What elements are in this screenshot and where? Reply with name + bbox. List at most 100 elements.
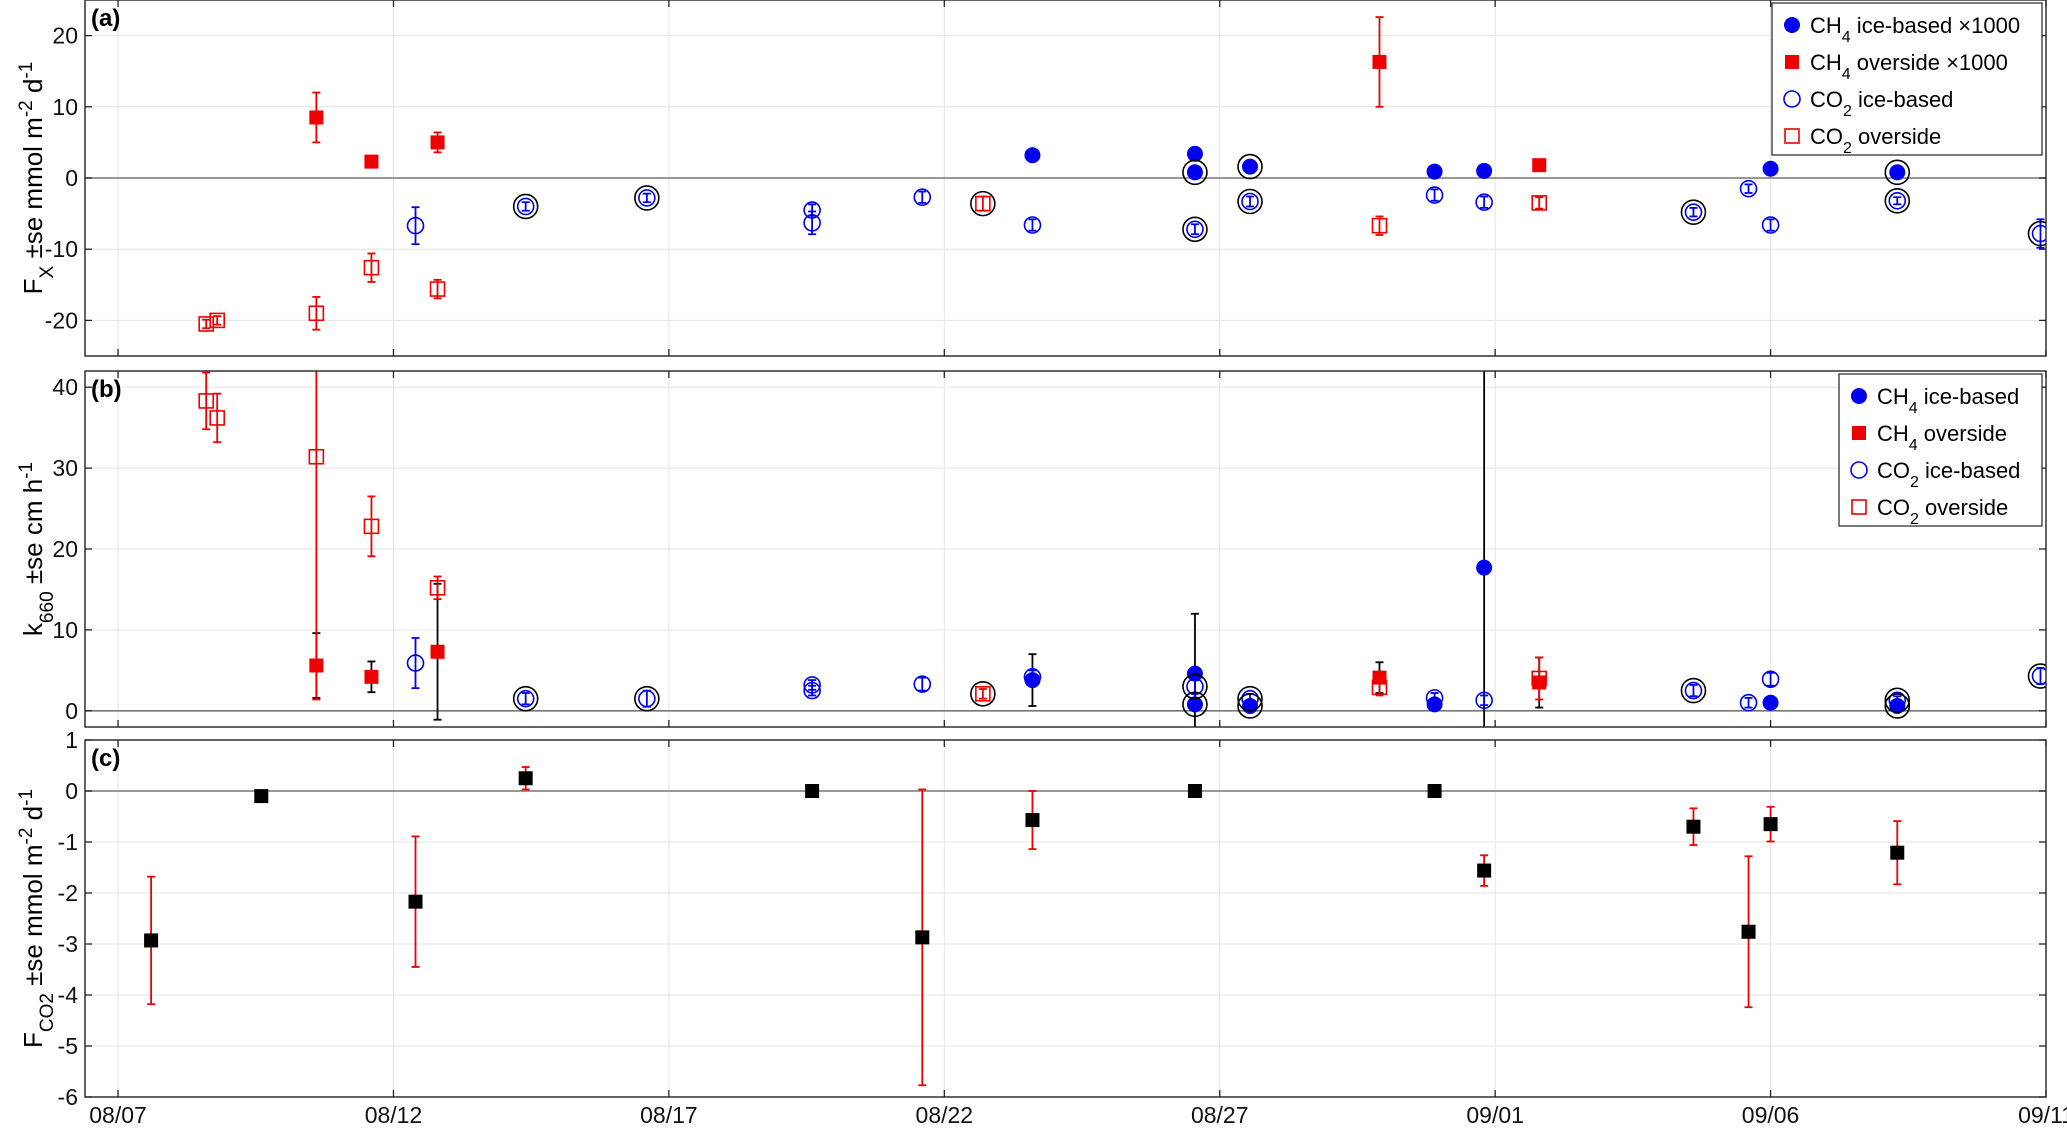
error-bar <box>2036 218 2045 249</box>
legend-marker <box>1783 90 1801 108</box>
highlight-ring <box>1237 693 1263 719</box>
data-point <box>1425 689 1444 707</box>
error-bar <box>1430 188 1439 202</box>
error-bar <box>521 201 530 212</box>
data-point <box>516 689 535 708</box>
data-point <box>309 110 324 125</box>
highlight-ring <box>1237 153 1263 180</box>
legend-label: CO2 ice-based <box>1877 458 2020 491</box>
data-point <box>1477 863 1492 878</box>
data-point <box>209 312 226 329</box>
data-point <box>1427 784 1442 798</box>
legend-item: CO2 ice-based <box>1783 87 1953 120</box>
data-point <box>1242 158 1259 175</box>
data-point <box>1890 845 1905 860</box>
legend-label: CH4 ice-based ×1000 <box>1810 13 2020 46</box>
legend-marker <box>1784 128 1800 144</box>
data-point <box>144 933 159 948</box>
data-point <box>364 669 379 684</box>
data-point <box>1476 162 1493 179</box>
highlight-ring <box>1237 685 1263 712</box>
data-point <box>803 214 821 232</box>
data-point <box>198 316 214 332</box>
data-point <box>2031 667 2046 685</box>
data-point <box>308 448 325 465</box>
legend-marker <box>1851 388 1867 404</box>
data-point <box>1187 784 1202 798</box>
legend-label: CH4 overside ×1000 <box>1810 50 2008 83</box>
error-bar <box>1893 695 1902 706</box>
y-tick-label: 30 <box>52 455 78 481</box>
y-tick-label: -3 <box>58 931 78 957</box>
highlight-ring <box>2027 220 2046 247</box>
data-point <box>1476 559 1493 576</box>
series <box>1024 371 1906 727</box>
error-bar <box>433 278 442 300</box>
error-bar <box>1689 684 1698 698</box>
legend-label: CO2 overside <box>1877 495 2008 528</box>
x-tick-label: 09/11 <box>2018 1102 2067 1128</box>
x-tick-label: 08/07 <box>89 1102 147 1128</box>
highlight-ring <box>1182 216 1208 243</box>
error-bar <box>1766 218 1775 232</box>
series <box>144 766 1905 1087</box>
error-bar <box>1480 195 1489 209</box>
data-point <box>803 201 821 219</box>
data-point <box>805 784 820 798</box>
highlight-ring <box>1884 687 1911 714</box>
plot-area <box>198 16 2046 332</box>
panel-label: (c) <box>91 745 120 772</box>
error-bar <box>202 318 211 330</box>
legend: CH4 ice-based ×1000 CH4 overside ×1000 CO2… <box>1771 2 2043 157</box>
data-point <box>408 894 423 909</box>
legend-label: CH4 ice-based <box>1877 384 2019 417</box>
series <box>309 16 1547 173</box>
y-axis-label: FCO2 ±se mmol m-2 d-1 <box>16 789 58 1048</box>
error-bar <box>978 195 987 212</box>
error-bar <box>1028 669 1037 685</box>
data-point <box>1762 694 1779 711</box>
y-tick-label: 0 <box>65 698 78 724</box>
y-tick-label: 20 <box>52 536 78 562</box>
data-point <box>1686 819 1701 834</box>
data-point <box>913 188 932 207</box>
plot-area <box>198 371 2046 727</box>
data-point <box>209 410 226 426</box>
error-bar <box>1744 183 1753 194</box>
y-tick-label: -2 <box>58 880 78 906</box>
panel-a: -20 -10 0 10 20 (a) FX ±se mmol m-2 d-1 CH4 ice… <box>16 0 2047 357</box>
data-point <box>1186 220 1204 239</box>
data-point <box>1762 160 1779 177</box>
y-tick-label: 10 <box>52 617 78 643</box>
data-point <box>1888 191 1907 210</box>
data-point <box>638 689 656 708</box>
error-bar <box>1246 195 1255 208</box>
data-point <box>1023 216 1042 234</box>
data-point <box>1186 696 1203 713</box>
error-bar <box>312 296 321 331</box>
data-point <box>1023 668 1042 686</box>
x-tick-label: 09/06 <box>1742 1102 1800 1128</box>
highlight-ring <box>970 190 996 217</box>
error-bar <box>202 371 211 431</box>
highlight-ring <box>1884 159 1911 186</box>
legend-marker <box>1784 17 1800 33</box>
legend-item: CO2 ice-based <box>1850 458 2020 491</box>
y-tick-label: 40 <box>52 374 78 400</box>
data-point <box>430 644 445 659</box>
data-point <box>803 676 821 694</box>
x-tick-label: 08/17 <box>640 1102 698 1128</box>
data-point <box>1739 693 1758 712</box>
error-bar <box>367 495 376 558</box>
highlight-ring <box>2027 663 2046 689</box>
axes-frame <box>84 739 2047 1098</box>
series <box>309 582 1547 721</box>
error-bar <box>1744 696 1753 709</box>
y-tick-label: 10 <box>52 94 78 120</box>
highlight-ring <box>1237 188 1263 215</box>
y-tick-label: -1 <box>58 829 78 855</box>
error-bar <box>1028 218 1037 232</box>
data-point <box>308 305 325 322</box>
data-point <box>1889 697 1906 714</box>
error-bar <box>1430 692 1439 704</box>
